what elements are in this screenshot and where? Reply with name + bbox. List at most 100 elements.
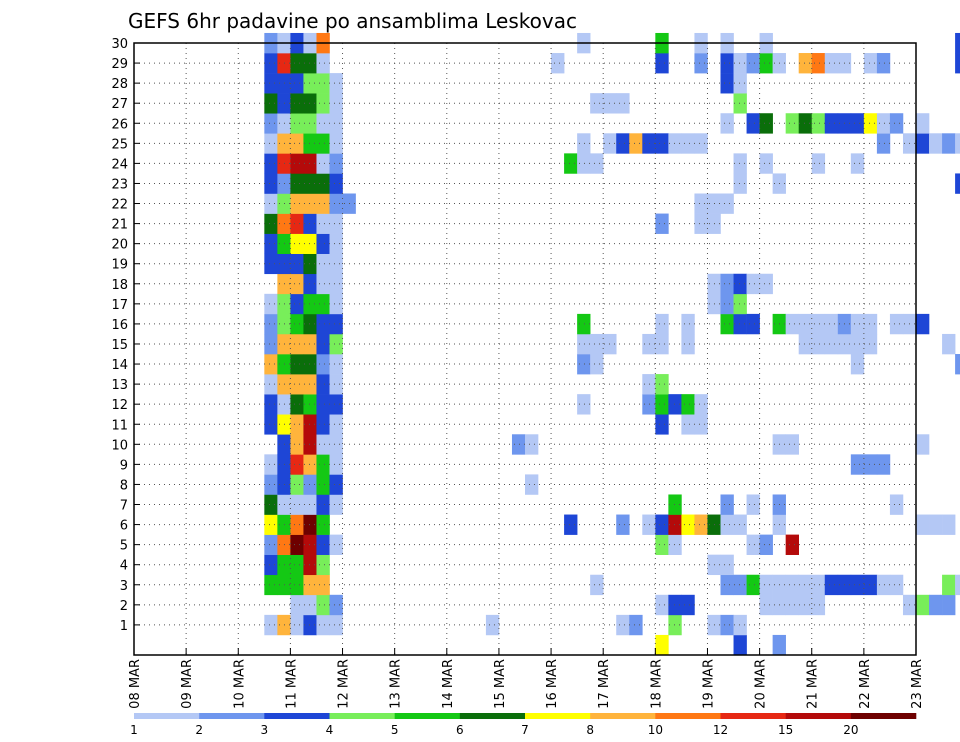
heatmap-cell — [876, 53, 891, 74]
heatmap-cell — [733, 93, 747, 114]
heatmap-cell — [863, 454, 878, 475]
x-tick-label: 11 MAR — [284, 659, 299, 709]
heatmap-cell — [929, 514, 943, 535]
heatmap-cell — [720, 574, 734, 596]
y-tick-label: 6 — [120, 519, 128, 534]
heatmap-cell — [329, 113, 343, 134]
heatmap-cell — [955, 173, 960, 194]
heatmap-cell — [798, 313, 813, 335]
x-tick-label: 14 MAR — [441, 659, 456, 709]
y-tick-label: 19 — [111, 258, 128, 273]
x-tick-label: 12 MAR — [337, 659, 352, 709]
legend-label: 1 — [130, 723, 138, 737]
heatmap-cell — [733, 73, 747, 94]
legend-swatch — [850, 713, 917, 719]
heatmap-cell — [590, 574, 604, 596]
x-tick-label: 22 MAR — [858, 659, 873, 709]
heatmap-cell — [290, 574, 304, 596]
heatmap-cell — [590, 153, 604, 174]
heatmap-cell — [720, 113, 734, 134]
heatmap-cell — [329, 213, 343, 234]
heatmap-cell — [863, 313, 878, 335]
heatmap-cell — [681, 414, 695, 435]
heatmap-cell — [811, 113, 826, 134]
heatmap-cell — [329, 394, 343, 415]
heatmap-cell — [577, 133, 591, 154]
heatmap-cell — [316, 93, 330, 114]
heatmap-cell — [798, 594, 813, 616]
heatmap-cell — [316, 133, 330, 154]
heatmap-cell — [590, 93, 604, 114]
heatmap-cell — [720, 193, 734, 214]
heatmap-cell — [316, 414, 330, 435]
heatmap-cell — [720, 614, 734, 636]
heatmap-cell — [303, 594, 317, 616]
heatmap-cell — [811, 333, 826, 355]
y-tick-label: 15 — [111, 338, 128, 353]
heatmap-cell — [942, 333, 956, 355]
x-axis: 08 MAR 09 MAR 10 MAR 11 MAR 12 MAR 13 MAR 14 M… — [128, 648, 925, 709]
heatmap-cell — [329, 614, 343, 636]
y-tick-label: 18 — [111, 278, 128, 293]
heatmap-cell — [668, 534, 682, 555]
heatmap-cell — [264, 93, 278, 114]
heatmap-cell — [655, 394, 669, 415]
heatmap-cell — [694, 53, 708, 74]
heatmap-cell — [955, 354, 960, 375]
heatmap-cell — [694, 414, 708, 435]
heatmap-cell — [824, 113, 839, 134]
legend-swatch — [720, 713, 786, 719]
heatmap-cell — [290, 193, 304, 214]
heatmap-cell — [303, 434, 317, 455]
heatmap-cell — [733, 173, 747, 194]
heatmap-cell — [733, 614, 747, 636]
heatmap-cell — [577, 394, 591, 415]
heatmap-cell — [303, 414, 317, 435]
heatmap-cell — [290, 454, 304, 475]
heatmap-cell — [316, 173, 330, 194]
heatmap-cell — [303, 374, 317, 395]
heatmap-cell — [316, 313, 330, 335]
heatmap-cell — [329, 293, 343, 315]
heatmap-cell — [303, 253, 317, 275]
chart-title: GEFS 6hr padavine po ansamblima Leskovac — [128, 9, 577, 33]
x-tick-label: 20 MAR — [754, 659, 769, 709]
heatmap-cell — [655, 414, 669, 435]
heatmap-cell — [329, 354, 343, 375]
x-tick-label: 08 MAR — [128, 659, 143, 709]
heatmap-cell — [264, 494, 278, 515]
y-tick-label: 3 — [120, 579, 128, 594]
y-tick-label: 24 — [111, 157, 128, 172]
y-tick-label: 28 — [111, 77, 128, 92]
heatmap-cell — [694, 193, 708, 214]
heatmap-cell — [746, 574, 760, 596]
heatmap-cell — [264, 213, 278, 234]
heatmap-cell — [655, 514, 669, 535]
heatmap-cell — [668, 514, 682, 535]
heatmap-cell — [290, 333, 304, 355]
heatmap-cell — [629, 133, 643, 154]
heatmap-cell — [955, 133, 960, 154]
heatmap-cell — [955, 574, 960, 596]
heatmap-cell — [564, 153, 578, 174]
heatmap-cell — [264, 614, 278, 636]
heatmap-cell — [655, 53, 669, 74]
heatmap-cell — [655, 534, 669, 555]
heatmap-cell — [785, 434, 799, 455]
heatmap-cell — [876, 454, 891, 475]
y-tick-label: 10 — [111, 438, 128, 453]
heatmap-cell — [733, 574, 747, 596]
legend-label: 4 — [326, 723, 334, 737]
heatmap-cell — [668, 594, 682, 616]
heatmap-cell — [329, 153, 343, 174]
heatmap-cell — [264, 554, 278, 576]
legend-label: 3 — [261, 723, 269, 737]
heatmap-cell — [316, 454, 330, 475]
legend-label: 8 — [586, 723, 594, 737]
heatmap-cell — [290, 173, 304, 194]
y-tick-label: 7 — [120, 499, 128, 514]
heatmap-cell — [850, 454, 865, 475]
heatmap-cell — [511, 434, 526, 455]
heatmap-cell — [863, 333, 878, 355]
